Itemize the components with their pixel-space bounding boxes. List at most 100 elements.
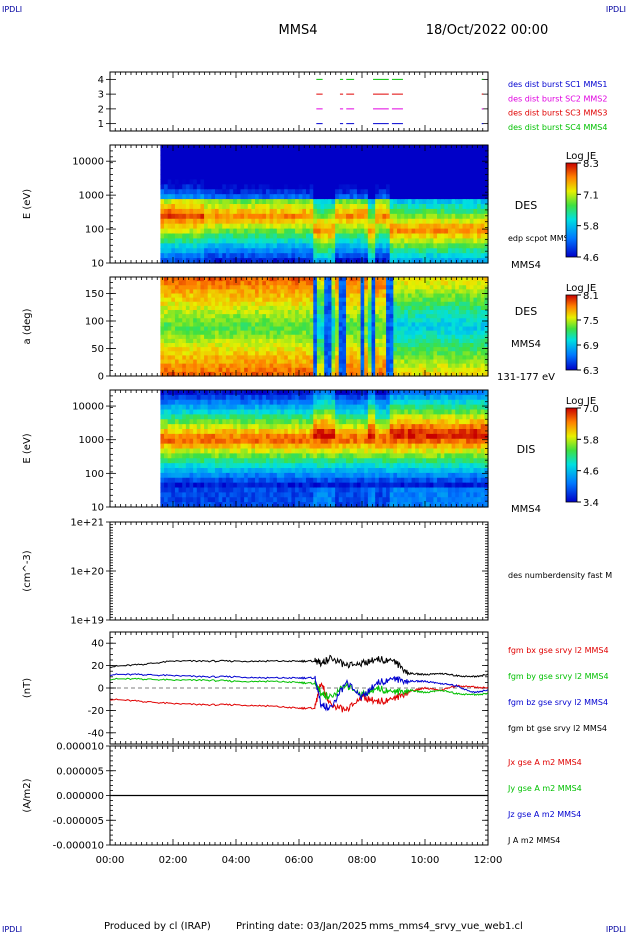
heatmap-cell: [196, 223, 202, 230]
heatmap-cell: [244, 199, 249, 205]
heatmap-cell: [429, 199, 434, 205]
heatmap-cell: [273, 223, 278, 230]
heatmap-cell: [313, 314, 318, 319]
heatmap-cell: [298, 149, 303, 156]
heatmap-cell: [233, 355, 238, 361]
heatmap-cell: [174, 228, 180, 235]
heatmap-cell: [215, 204, 220, 210]
heatmap-cell: [313, 184, 318, 190]
heatmap-cell: [284, 277, 289, 282]
heatmap-cell: [386, 243, 391, 249]
heatmap-cell: [477, 281, 482, 286]
heatmap-cell: [178, 326, 183, 332]
heatmap-cell: [324, 305, 329, 311]
heatmap-cell: [306, 223, 311, 230]
heatmap-cell: [171, 330, 176, 336]
heatmap-cell: [367, 322, 373, 328]
heatmap-cell: [247, 223, 252, 230]
heatmap-cell: [185, 355, 191, 361]
heatmap-cell: [458, 322, 464, 328]
heatmap-cell: [466, 371, 471, 377]
heatmap-cell: [433, 149, 438, 156]
heatmap-cell: [466, 367, 471, 373]
heatmap-cell: [364, 194, 369, 200]
heatmap-cell: [397, 189, 402, 195]
heatmap-cell: [222, 297, 227, 303]
heatmap-cell: [215, 169, 220, 176]
heatmap-cell: [415, 208, 420, 215]
heatmap-cell: [444, 334, 449, 340]
heatmap-cell: [211, 355, 216, 361]
heatmap-cell: [400, 213, 405, 220]
heatmap-cell: [382, 293, 387, 299]
heatmap-cell: [174, 289, 180, 295]
heatmap-cell: [204, 371, 209, 377]
heatmap-cell: [426, 243, 431, 249]
heatmap-cell: [418, 194, 424, 200]
heatmap-cell: [193, 367, 198, 373]
heatmap-cell: [440, 281, 445, 286]
heatmap-cell: [447, 293, 453, 299]
heatmap-cell: [218, 371, 223, 377]
heatmap-cell: [484, 238, 489, 244]
y-tick-label: 100: [85, 225, 104, 236]
heatmap-cell: [426, 204, 431, 210]
heatmap-cell: [306, 355, 311, 361]
heatmap-cell: [429, 194, 434, 200]
heatmap-cell: [269, 301, 274, 307]
heatmap-cell: [342, 179, 347, 185]
heatmap-cell: [360, 305, 365, 311]
heatmap-cell: [302, 253, 307, 259]
heatmap-cell: [440, 194, 445, 200]
heatmap-cell: [265, 301, 271, 307]
heatmap-cell: [167, 343, 172, 348]
heatmap-cell: [204, 347, 209, 352]
heatmap-cell: [426, 347, 431, 352]
heatmap-cell: [316, 326, 322, 332]
heatmap-cell: [451, 184, 456, 190]
heatmap-cell: [316, 285, 322, 290]
heatmap-cell: [276, 322, 282, 328]
heatmap-cell: [378, 238, 384, 244]
heatmap-cell: [338, 159, 343, 166]
heatmap-cell: [338, 199, 343, 205]
heatmap-cell: [440, 253, 445, 259]
heatmap-cell: [247, 334, 252, 340]
heatmap-cell: [280, 159, 285, 166]
heatmap-cell: [164, 482, 169, 489]
heatmap-cell: [418, 314, 424, 319]
heatmap-cell: [225, 371, 231, 377]
heatmap-cell: [458, 305, 464, 311]
heatmap-cell: [455, 371, 460, 377]
heatmap-cell: [167, 297, 172, 303]
heatmap-cell: [404, 204, 409, 210]
heatmap-cell: [276, 310, 282, 315]
heatmap-cell: [477, 248, 482, 254]
heatmap-cell: [422, 326, 427, 332]
heatmap-cell: [433, 204, 438, 210]
heatmap-cell: [324, 179, 329, 185]
heatmap-cell: [240, 293, 245, 299]
heatmap-cell: [455, 338, 460, 344]
heatmap-cell: [196, 213, 202, 220]
heatmap-cell: [262, 189, 267, 195]
heatmap-cell: [378, 253, 384, 259]
heatmap-cell: [451, 213, 456, 220]
heatmap-cell: [367, 233, 373, 240]
heatmap-cell: [415, 223, 420, 230]
heatmap-cell: [284, 326, 289, 332]
heatmap-cell: [273, 326, 278, 332]
heatmap-cell: [200, 248, 205, 254]
heatmap-cell: [236, 189, 242, 195]
heatmap-cell: [422, 359, 427, 365]
heatmap-cell: [397, 164, 402, 171]
heatmap-cell: [200, 359, 205, 365]
heatmap-cell: [447, 297, 453, 303]
heatmap-cell: [174, 355, 180, 361]
heatmap-cell: [262, 174, 267, 181]
heatmap-cell: [251, 301, 256, 307]
heatmap-cell: [480, 208, 485, 215]
heatmap-cell: [211, 310, 216, 315]
heatmap-cell: [269, 359, 274, 365]
heatmap-cell: [225, 223, 231, 230]
